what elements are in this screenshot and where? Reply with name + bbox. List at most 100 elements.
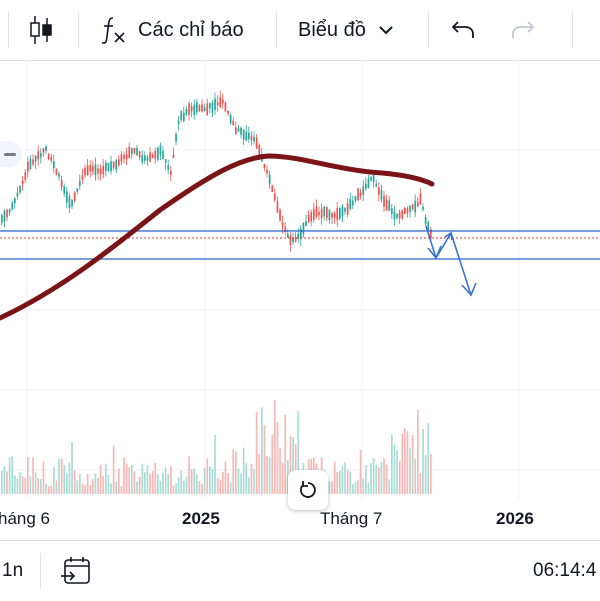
volume-bar: [255, 411, 258, 494]
volume-bar: [331, 481, 333, 494]
volume-bar: [92, 479, 94, 494]
volume-bar: [185, 476, 188, 494]
volume-bar: [352, 483, 354, 494]
candle-body: [396, 213, 398, 218]
candle-body: [11, 202, 14, 210]
projection-arrow[interactable]: [425, 225, 477, 297]
candle-body: [292, 238, 294, 243]
candle-body: [235, 127, 237, 134]
candle-body: [115, 159, 118, 170]
collapse-scale-button[interactable]: [0, 141, 22, 167]
candle-body: [123, 155, 125, 159]
volume-bar: [409, 448, 411, 494]
volume-bar: [365, 464, 367, 494]
volume-bar: [261, 407, 263, 494]
candle-body: [1, 215, 3, 223]
toolbar-divider: [8, 12, 9, 48]
candle-body: [68, 196, 71, 208]
interval-button[interactable]: 1n: [2, 541, 23, 601]
candle-body: [71, 199, 73, 207]
candle-body: [97, 168, 99, 174]
chart-type-dropdown[interactable]: Biểu đồ: [298, 0, 394, 60]
volume-bar: [73, 470, 76, 494]
volume-bars: [1, 400, 432, 494]
volume-bar: [94, 473, 97, 494]
clock-time[interactable]: 06:14:4: [533, 541, 596, 601]
volume-bar: [162, 472, 164, 494]
candle-body: [341, 205, 344, 217]
volume-bar: [1, 470, 3, 494]
candle-body: [63, 186, 66, 194]
chevron-down-icon: [379, 26, 393, 35]
candle-body: [159, 145, 162, 155]
volume-bar: [411, 434, 414, 494]
volume-bar: [37, 478, 40, 494]
candle-body: [349, 198, 352, 210]
volume-bar: [170, 466, 172, 494]
candle-body: [55, 168, 58, 176]
volume-bar: [175, 483, 177, 494]
candle-body: [276, 201, 279, 213]
candle-body: [417, 201, 419, 207]
moving-average-line[interactable]: [0, 153, 435, 321]
chart-pane[interactable]: háng 6 2025 Tháng 7 2026: [0, 61, 600, 540]
candle-body: [380, 190, 383, 200]
volume-bar: [398, 460, 401, 494]
volume-bar: [281, 462, 284, 494]
volume-bar: [224, 461, 227, 494]
candle-body: [375, 183, 378, 187]
goto-date-button[interactable]: [60, 541, 92, 601]
time-label: 06:14:4: [533, 560, 597, 581]
candle-body: [86, 165, 89, 176]
volume-bar: [107, 474, 110, 494]
volume-bar: [177, 476, 180, 494]
volume-bar: [287, 460, 289, 494]
volume-bar: [367, 482, 370, 494]
volume-bar: [128, 467, 131, 494]
volume-bar: [279, 447, 281, 494]
redo-button[interactable]: [510, 0, 536, 60]
candle-body: [391, 208, 393, 214]
volume-bar: [58, 458, 60, 494]
volume-bar: [159, 480, 162, 494]
chart-style-button[interactable]: [28, 0, 56, 60]
candle-body: [203, 107, 206, 112]
price-chart[interactable]: háng 6 2025 Tháng 7 2026: [0, 61, 600, 540]
indicators-button[interactable]: Các chỉ báo: [100, 0, 244, 60]
candle-body: [370, 176, 372, 181]
candle-body: [222, 99, 224, 104]
candle-body: [263, 163, 266, 169]
volume-bar: [149, 474, 151, 494]
candle-body: [76, 188, 79, 192]
candle-body: [297, 233, 300, 239]
volume-bar: [27, 456, 29, 494]
volume-bar: [214, 434, 216, 494]
candle-body: [112, 161, 115, 168]
candle-body: [336, 208, 339, 220]
candle-body: [409, 205, 411, 212]
candle-body: [201, 104, 203, 112]
candle-body: [138, 151, 141, 158]
candle-body: [320, 208, 323, 219]
candle-body: [253, 137, 255, 142]
candle-body: [79, 180, 81, 186]
volume-bar: [263, 424, 266, 494]
volume-bar: [136, 481, 138, 494]
candle-body: [393, 211, 396, 220]
volume-bar: [216, 478, 219, 494]
candle-body: [227, 110, 229, 114]
candle-body: [60, 180, 63, 187]
candle-body: [211, 102, 214, 113]
candle-body: [188, 103, 190, 115]
volume-bar: [131, 464, 133, 494]
volume-bar: [211, 468, 214, 494]
candle-body: [224, 102, 227, 112]
candle-body: [53, 161, 55, 169]
candle-body: [362, 186, 365, 195]
undo-button[interactable]: [450, 0, 476, 60]
reset-chart-button[interactable]: [288, 470, 328, 510]
candle-body: [216, 102, 219, 106]
candle-body: [219, 97, 222, 108]
x-axis-label-2025: 2025: [182, 509, 220, 528]
candle-body: [268, 174, 271, 185]
